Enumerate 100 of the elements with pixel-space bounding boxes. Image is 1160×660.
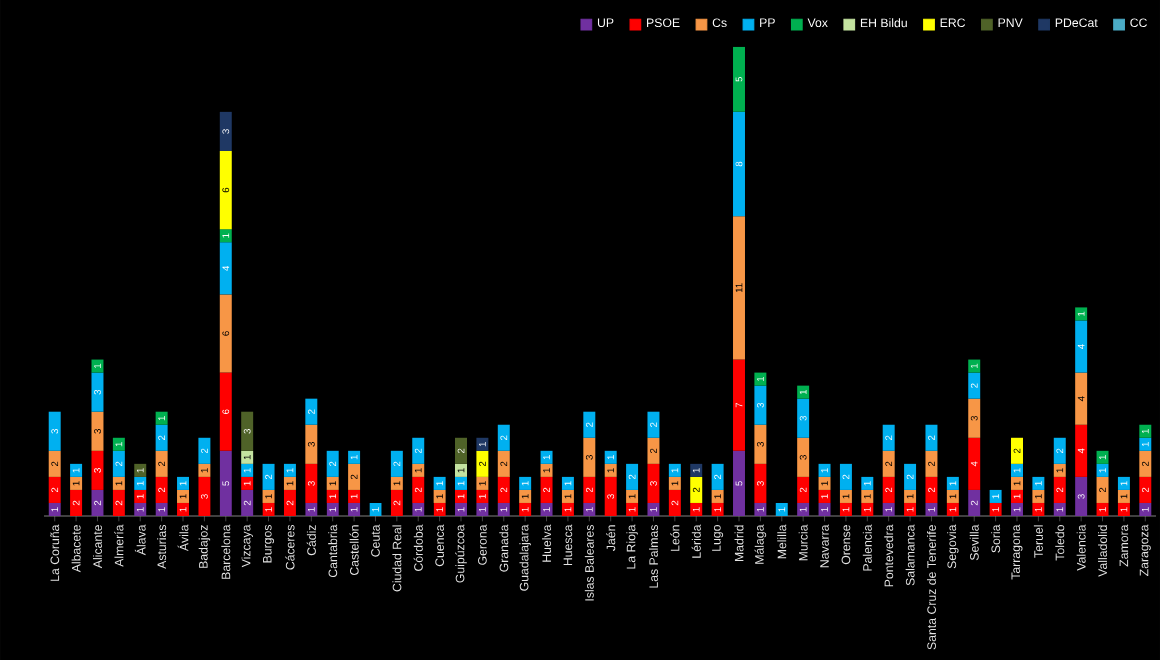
bar: [583, 476, 596, 503]
bar: [497, 424, 510, 451]
bar: [455, 489, 467, 503]
bar: [1096, 450, 1109, 464]
bar: [48, 502, 61, 516]
bar: [1139, 450, 1152, 477]
bar: [112, 450, 125, 477]
bar: [390, 476, 403, 490]
bar: [390, 450, 403, 477]
bar: [925, 450, 938, 477]
bar: [989, 489, 1002, 503]
bar: [1117, 502, 1130, 516]
bar: [946, 489, 959, 503]
bar: [1053, 502, 1066, 516]
bar: [1117, 489, 1130, 503]
bar: [797, 385, 810, 399]
bar: [1139, 424, 1152, 438]
bar: [1096, 502, 1109, 516]
bar: [262, 502, 275, 516]
bar: [262, 463, 275, 490]
bar: [241, 476, 254, 490]
bar: [219, 111, 232, 151]
bar: [476, 489, 489, 503]
bar: [433, 502, 446, 516]
bar: [455, 437, 467, 464]
bar: [1053, 437, 1066, 464]
bar: [241, 463, 254, 477]
bar: [861, 476, 874, 490]
bar: [690, 502, 703, 516]
bar: [733, 111, 745, 217]
bar: [968, 437, 981, 490]
bar: [626, 502, 639, 516]
bar: [711, 463, 724, 490]
bar: [1011, 476, 1023, 490]
bar: [561, 476, 574, 490]
bar: [775, 502, 788, 516]
bar: [946, 502, 959, 516]
bar: [1011, 437, 1023, 464]
bar: [647, 411, 660, 438]
bar: [519, 476, 532, 490]
bar: [348, 502, 361, 516]
bar: [348, 450, 361, 464]
bar: [283, 489, 296, 516]
bar: [818, 463, 831, 477]
bar: [476, 476, 489, 490]
bar: [198, 463, 211, 477]
bar: [839, 489, 852, 503]
bar: [690, 463, 703, 477]
bar: [583, 502, 596, 516]
bar: [626, 463, 639, 490]
bar: [476, 450, 489, 477]
bar: [519, 502, 532, 516]
bar: [219, 372, 232, 451]
bar: [882, 502, 895, 516]
bar: [1011, 463, 1023, 477]
bar: [839, 463, 852, 490]
bar: [241, 450, 254, 464]
bar: [91, 450, 104, 490]
bar: [561, 502, 574, 516]
bar: [604, 476, 617, 516]
bar: [647, 502, 660, 516]
bar: [241, 489, 254, 516]
bar: [797, 476, 810, 503]
bar: [968, 359, 981, 373]
bar: [626, 489, 639, 503]
bar: [1032, 502, 1045, 516]
bar: [1053, 476, 1066, 503]
bar: [989, 502, 1002, 516]
bar: [690, 476, 703, 503]
bar: [305, 424, 318, 464]
bar: [754, 372, 767, 386]
bar: [925, 476, 938, 503]
bar: [326, 489, 339, 503]
bar: [818, 502, 831, 516]
bar: [476, 502, 489, 516]
bar: [604, 463, 617, 477]
bar: [155, 476, 168, 503]
bar: [904, 502, 917, 516]
bar: [733, 450, 745, 516]
bar: [134, 463, 147, 477]
bar: [433, 489, 446, 503]
bar: [839, 502, 852, 516]
bar: [733, 46, 745, 112]
bar: [241, 411, 254, 451]
bar: [412, 463, 425, 477]
bar: [540, 450, 553, 464]
bar: [1011, 489, 1023, 503]
bar: [219, 150, 232, 230]
bar: [48, 411, 61, 451]
bar: [326, 450, 339, 477]
bar: [604, 450, 617, 464]
bar: [70, 476, 83, 490]
bar: [91, 359, 104, 373]
bar: [968, 489, 981, 516]
bar: [155, 424, 168, 451]
bar: [305, 398, 318, 425]
bar: [283, 476, 296, 490]
bar: [497, 502, 510, 516]
bar: [177, 502, 189, 516]
bar: [177, 476, 189, 490]
